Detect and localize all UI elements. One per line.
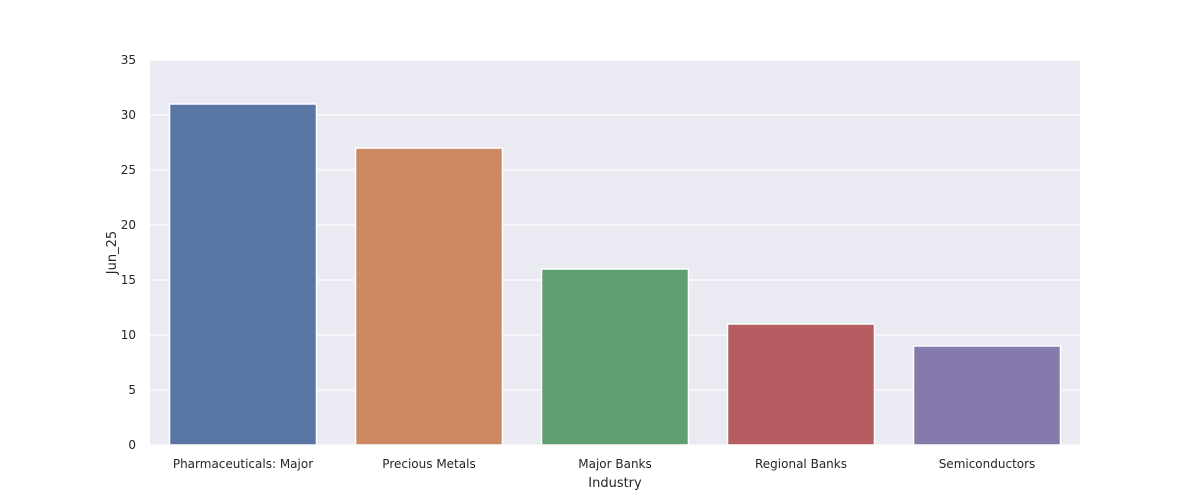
y-tick-label: 15 <box>121 273 136 287</box>
bars <box>168 103 1062 446</box>
y-tick-label: 5 <box>128 383 136 397</box>
x-tick-label: Major Banks <box>578 457 652 471</box>
y-axis-ticks: 0 5 10 15 20 25 30 35 <box>121 53 136 452</box>
x-axis-ticks: Pharmaceuticals: Major Precious Metals Maj… <box>173 457 1035 471</box>
x-tick-label: Precious Metals <box>382 457 475 471</box>
x-axis-label: Industry <box>588 476 642 491</box>
y-axis-label: Jun_25 <box>105 231 120 275</box>
bar-precious-metals <box>354 147 504 446</box>
x-tick-label: Regional Banks <box>755 457 847 471</box>
x-tick-label: Pharmaceuticals: Major <box>173 457 313 471</box>
bar-semiconductors <box>912 345 1062 446</box>
y-tick-label: 25 <box>121 163 136 177</box>
y-tick-label: 10 <box>121 328 136 342</box>
y-tick-label: 35 <box>121 53 136 67</box>
y-tick-label: 30 <box>121 108 136 122</box>
bar-major-banks <box>540 268 690 446</box>
y-tick-label: 0 <box>128 438 136 452</box>
bar-regional-banks <box>726 323 876 446</box>
bar-pharmaceuticals-major <box>168 103 318 446</box>
x-tick-label: Semiconductors <box>939 457 1036 471</box>
y-tick-label: 20 <box>121 218 136 232</box>
